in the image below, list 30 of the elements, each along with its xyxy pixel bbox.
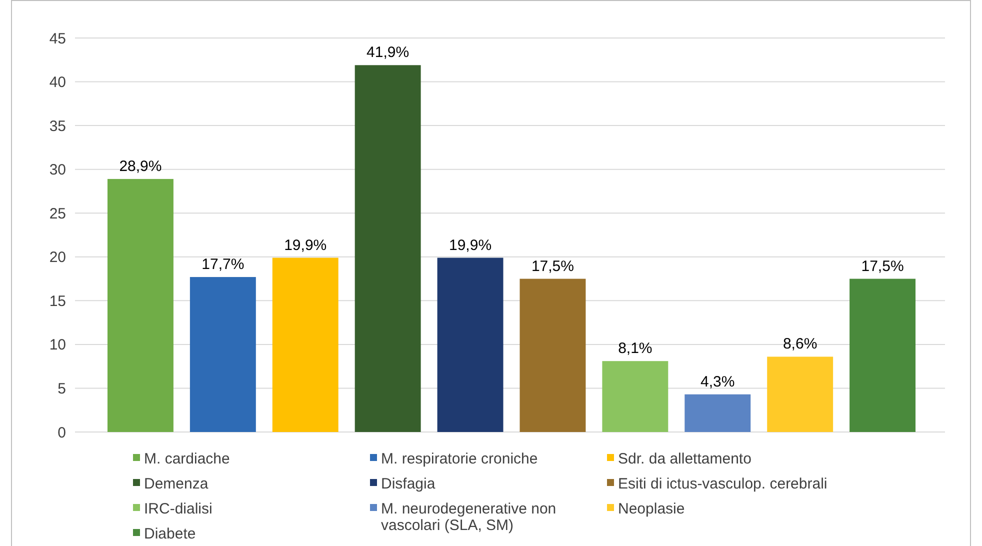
y-tick-label: 20	[49, 249, 66, 266]
y-tick-label: 45	[49, 30, 66, 48]
data-label: 28,9%	[119, 158, 162, 175]
y-tick-label: 5	[58, 380, 66, 398]
data-label: 17,5%	[861, 258, 904, 275]
legend-label: Esiti di ictus-vasculop. cerebrali	[618, 475, 828, 492]
y-tick-label: 35	[49, 118, 66, 135]
legend-label: Sdr. da allettamento	[618, 450, 752, 468]
data-label: 17,7%	[202, 256, 244, 274]
y-tick-label: 15	[49, 292, 66, 310]
data-label: 19,9%	[284, 236, 327, 254]
y-tick-label: 40	[49, 74, 66, 92]
legend-label: Disfagia	[381, 475, 436, 492]
data-label: 8,1%	[618, 340, 652, 358]
legend-label: M. neurodegenerative non vascolari (SLA, SM)	[381, 500, 556, 534]
y-tick-label: 10	[49, 336, 66, 354]
legend-label: M. respiratorie croniche	[381, 450, 538, 468]
legend-label: Diabete	[144, 525, 196, 542]
data-label: 19,9%	[449, 236, 492, 254]
data-label: 17,5%	[531, 258, 574, 275]
y-tick-label: 30	[49, 162, 66, 179]
legend-label: Demenza	[144, 475, 209, 492]
y-tick-label: 25	[49, 205, 66, 222]
data-label: 4,3%	[700, 373, 735, 390]
data-label: 8,6%	[782, 336, 818, 353]
y-tick-label: 0	[58, 424, 66, 442]
legend-label: M. cardiache	[144, 450, 230, 468]
legend-label: Neoplasie	[618, 500, 685, 518]
data-label: 41,9%	[366, 44, 410, 62]
legend-label: IRC-dialisi	[144, 500, 212, 518]
